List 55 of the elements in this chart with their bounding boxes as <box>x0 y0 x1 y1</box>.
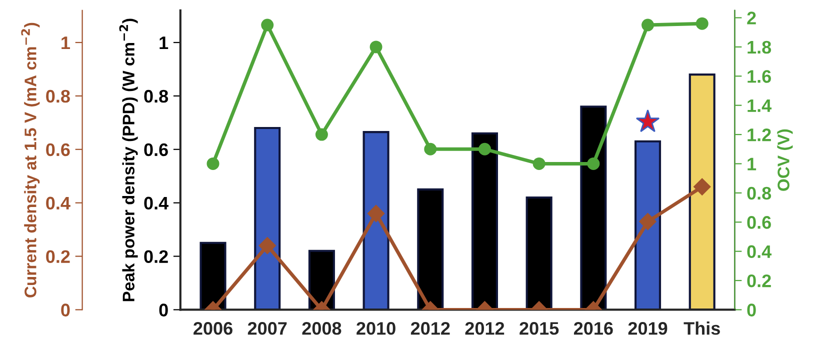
point <box>315 128 328 141</box>
y3-tick-label: 0.8 <box>46 90 70 103</box>
bar <box>580 106 607 310</box>
y2-tick-label: 1.2 <box>748 128 771 142</box>
x-tick-label: 2015 <box>520 322 559 335</box>
point <box>206 157 220 170</box>
bar <box>362 130 390 310</box>
x-tick-label: 2012 <box>465 322 504 335</box>
bar <box>471 132 498 310</box>
bar <box>688 74 716 310</box>
point <box>261 18 274 32</box>
point <box>478 142 491 156</box>
point <box>370 40 382 54</box>
y3-tick-label: 0.2 <box>46 250 70 263</box>
y-tick-label: 1 <box>160 36 168 50</box>
y3-tick-label: 1 <box>62 36 70 50</box>
y2-tick-label: 1.6 <box>748 70 771 83</box>
x-tick-label: 2016 <box>574 322 613 335</box>
x-tick-label: 2019 <box>628 322 668 335</box>
y2-tick-label: 1.4 <box>748 99 772 112</box>
point <box>424 142 437 156</box>
x-tick-label: 2006 <box>194 322 232 335</box>
y3-axis-title: Current density at 1.5 V (mA cm$^{−2}$) <box>21 22 40 298</box>
point <box>642 18 654 32</box>
y3-tick-label: 0.6 <box>46 143 70 156</box>
y2-axis-title: OCV (V) <box>777 129 793 191</box>
y2-tick-label: 0.4 <box>747 245 772 258</box>
y2-tick-label: 1 <box>748 158 756 170</box>
bar <box>634 140 662 310</box>
bar <box>417 188 444 310</box>
bar <box>526 196 552 310</box>
y-axis-title: Peak power density (PPD) (W cm$^{−2}$) <box>119 18 138 302</box>
y-tick-label: 0 <box>159 304 168 316</box>
y2-tick-label: 0.2 <box>747 274 771 288</box>
y3-tick-label: 0.4 <box>46 196 70 210</box>
y-tick-label: 0.4 <box>144 196 168 210</box>
y2-tick-label: 0.8 <box>747 186 772 200</box>
y2-tick-label: 0.6 <box>747 216 771 229</box>
y-tick-label: 0.8 <box>144 90 168 103</box>
point <box>696 17 708 30</box>
x-tick-label: 2008 <box>302 322 342 335</box>
y2-tick-label: 0 <box>747 304 756 316</box>
bar <box>200 242 226 310</box>
y3-tick-label: 0 <box>61 304 70 316</box>
y-tick-label: 0.6 <box>144 143 168 156</box>
y2-tick-label: 2 <box>747 12 756 24</box>
bar <box>254 126 281 310</box>
point <box>532 157 546 170</box>
x-tick-label: 2012 <box>410 322 450 335</box>
x-tick-label: This <box>684 322 720 335</box>
y2-tick-label: 1.8 <box>748 40 772 54</box>
point <box>587 157 600 170</box>
y-tick-label: 0.2 <box>144 250 168 263</box>
x-tick-label: 2010 <box>356 322 396 335</box>
x-tick-label: 2007 <box>248 322 287 335</box>
